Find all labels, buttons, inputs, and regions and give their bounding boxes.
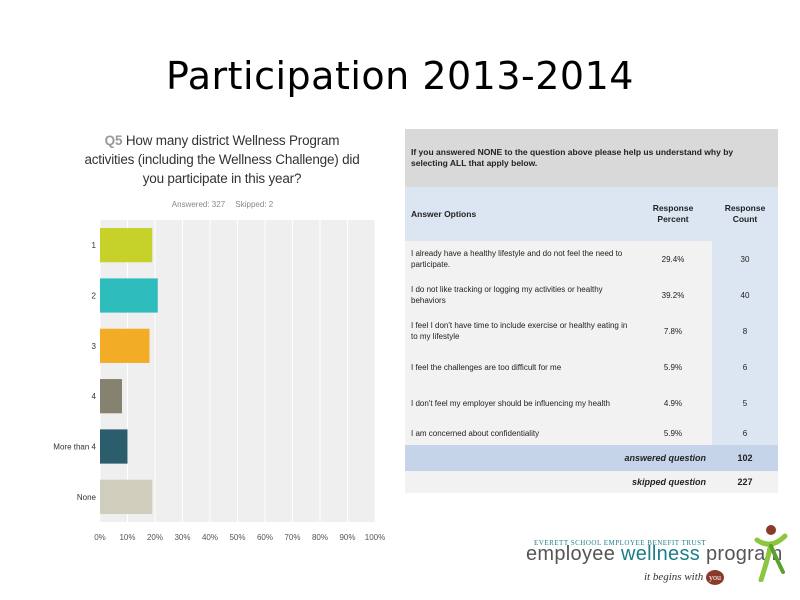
category-label: More than 4 xyxy=(53,443,96,452)
question-number: Q5 xyxy=(104,133,123,148)
table-header-row: Answer Options Response Percent Response… xyxy=(405,187,778,241)
category-label: 2 xyxy=(92,292,97,301)
row-option: I do not like tracking or logging my act… xyxy=(405,277,634,313)
row-percent: 5.9% xyxy=(634,421,712,445)
category-label: 3 xyxy=(92,342,97,351)
chart-response-meta: Answered: 327 Skipped: 2 xyxy=(140,200,305,209)
x-tick-label: 100% xyxy=(365,533,385,542)
table-row: I do not like tracking or logging my act… xyxy=(405,277,778,313)
response-table: If you answered NONE to the question abo… xyxy=(405,129,778,493)
skipped-label: skipped question xyxy=(405,471,712,493)
table-row: I feel I don't have time to include exer… xyxy=(405,313,778,349)
row-option: I feel the challenges are too difficult … xyxy=(405,349,634,385)
response-table-panel: If you answered NONE to the question abo… xyxy=(405,129,778,502)
skipped-value: 227 xyxy=(712,471,778,493)
x-tick-label: 40% xyxy=(202,533,218,542)
table-row: I feel the challenges are too difficult … xyxy=(405,349,778,385)
bar xyxy=(100,429,128,464)
col-answer-options: Answer Options xyxy=(405,187,634,241)
category-label: 1 xyxy=(92,241,97,250)
person-figure-icon xyxy=(754,525,788,582)
slide-title: Participation 2013-2014 xyxy=(166,54,634,98)
row-percent: 4.9% xyxy=(634,385,712,421)
row-option: I don't feel my employer should be influ… xyxy=(405,385,634,421)
skipped-row: skipped question 227 xyxy=(405,471,778,493)
row-count: 30 xyxy=(712,241,778,277)
row-percent: 5.9% xyxy=(634,349,712,385)
logo-tagline: it begins with you xyxy=(644,570,725,585)
chart-question: Q5 How many district Wellness Program ac… xyxy=(82,131,362,188)
answered-count: Answered: 327 xyxy=(171,200,226,209)
x-tick-label: 30% xyxy=(174,533,190,542)
x-tick-label: 0% xyxy=(94,533,106,542)
x-tick-label: 50% xyxy=(229,533,245,542)
row-percent: 29.4% xyxy=(634,241,712,277)
row-option: I already have a healthy lifestyle and d… xyxy=(405,241,634,277)
bar xyxy=(100,278,158,313)
col-response-count: Response Count xyxy=(712,187,778,241)
row-percent: 39.2% xyxy=(634,277,712,313)
row-option: I feel I don't have time to include exer… xyxy=(405,313,634,349)
category-label: 4 xyxy=(92,392,97,401)
bar xyxy=(100,379,122,414)
logo-name-part: employee xyxy=(526,543,621,565)
x-tick-label: 60% xyxy=(257,533,273,542)
skipped-count: Skipped: 2 xyxy=(235,200,274,209)
logo-you-badge: you xyxy=(706,570,725,585)
row-percent: 7.8% xyxy=(634,313,712,349)
x-tick-label: 20% xyxy=(147,533,163,542)
row-count: 5 xyxy=(712,385,778,421)
table-row: I don't feel my employer should be influ… xyxy=(405,385,778,421)
bar xyxy=(100,228,153,263)
logo-tagline-text: it begins with xyxy=(644,571,704,584)
table-prompt-row: If you answered NONE to the question abo… xyxy=(405,129,778,187)
x-tick-label: 70% xyxy=(284,533,300,542)
x-tick-label: 10% xyxy=(119,533,135,542)
logo-name-accent: wellness xyxy=(620,543,701,565)
answered-value: 102 xyxy=(712,445,778,471)
answered-row: answered question 102 xyxy=(405,445,778,471)
x-tick-label: 80% xyxy=(312,533,328,542)
table-prompt: If you answered NONE to the question abo… xyxy=(405,129,778,187)
category-label: None xyxy=(77,493,97,502)
table-row: I already have a healthy lifestyle and d… xyxy=(405,241,778,277)
row-option: I am concerned about confidentiality xyxy=(405,421,634,445)
logo-program-name: employee wellness program xyxy=(526,543,783,566)
logo-name-part: program xyxy=(700,543,783,565)
row-count: 8 xyxy=(712,313,778,349)
answered-label: answered question xyxy=(405,445,712,471)
row-count: 6 xyxy=(712,421,778,445)
row-count: 40 xyxy=(712,277,778,313)
x-tick-label: 90% xyxy=(339,533,355,542)
col-response-percent: Response Percent xyxy=(634,187,712,241)
row-count: 6 xyxy=(712,349,778,385)
table-row: I am concerned about confidentiality 5.9… xyxy=(405,421,778,445)
program-logo: EVERETT SCHOOL EMPLOYEE BENEFIT TRUST em… xyxy=(520,522,790,592)
question-text: How many district Wellness Program activ… xyxy=(84,133,360,186)
logo-trust-name: EVERETT SCHOOL EMPLOYEE BENEFIT TRUST xyxy=(534,539,707,547)
bar xyxy=(100,479,153,514)
bar xyxy=(100,328,150,363)
